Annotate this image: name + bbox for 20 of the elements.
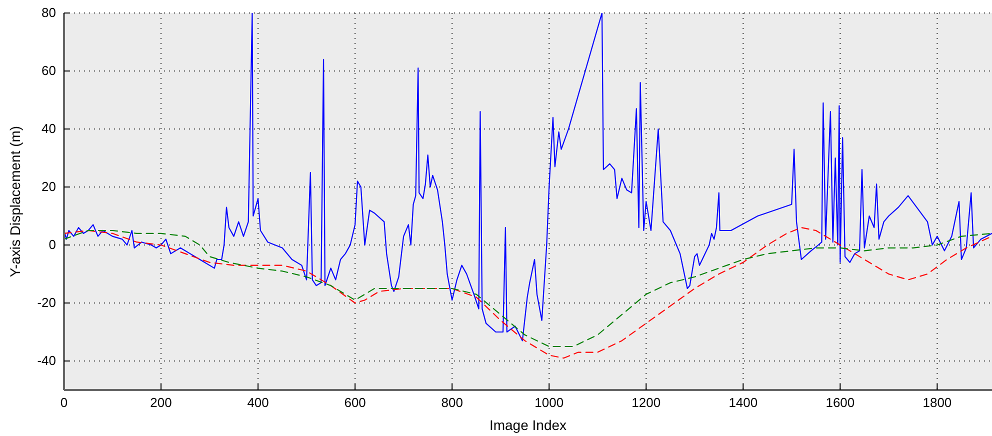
y-tick-label: 80 (42, 5, 56, 20)
x-tick-label: 1800 (922, 395, 952, 410)
y-tick-label: 60 (42, 63, 56, 78)
x-tick-label: 200 (150, 395, 172, 410)
x-tick-label: 0 (60, 395, 68, 410)
x-tick-label: 400 (247, 395, 269, 410)
y-tick-label: -40 (37, 353, 56, 368)
x-tick-label: 1000 (534, 395, 564, 410)
y-tick-label: 40 (42, 121, 56, 136)
x-tick-label: 800 (441, 395, 463, 410)
x-tick-label: 1600 (826, 395, 855, 410)
y-tick-label: 0 (48, 237, 56, 252)
x-tick-label: 600 (344, 395, 366, 410)
line-series (64, 13, 992, 342)
x-tick-label: 1400 (728, 395, 758, 410)
y-tick-label: -20 (37, 295, 56, 310)
x-tick-label: 1200 (632, 395, 661, 410)
x-axis-title: Image Index (489, 417, 567, 433)
y-axis-title: Y-axis Displacement (m) (7, 126, 23, 278)
y-tick-label: 20 (42, 179, 56, 194)
